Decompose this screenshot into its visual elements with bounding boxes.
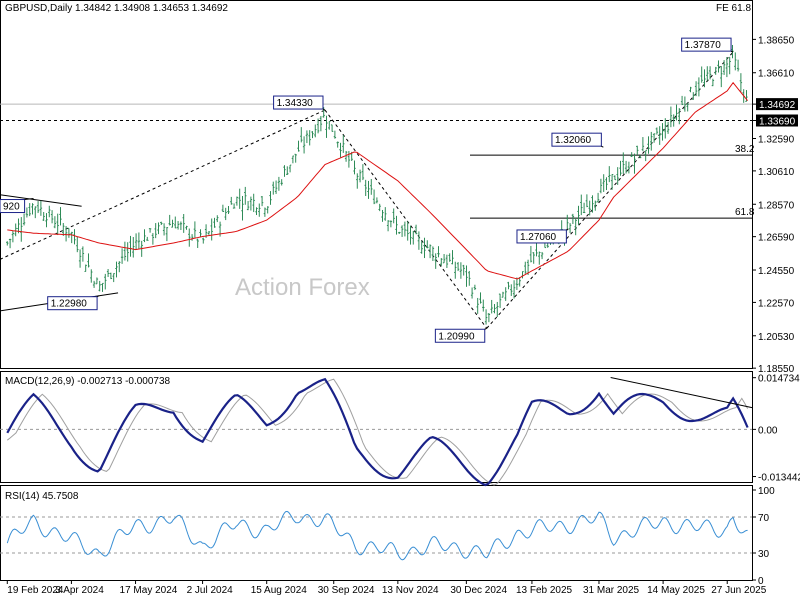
price-annotation-label: 920	[3, 202, 20, 213]
price-panel-title: GBPUSD,Daily 1.34842 1.34908 1.34653 1.3…	[5, 3, 228, 14]
time-tick-label: 14 May 2025	[647, 585, 705, 596]
rsi-plot: 100 70 30 0	[0, 486, 775, 587]
current-price-badge	[756, 98, 798, 111]
price-annotation-leader	[24, 198, 34, 201]
macd-panel-title: MACD(12,26,9) -0.002713 -0.000738	[5, 376, 171, 387]
rsi-panel-frame	[0, 485, 753, 581]
fib-level-label: 61.8	[735, 207, 755, 218]
time-tick-label: 15 Aug 2024	[251, 585, 308, 596]
price-annotation-leader	[322, 108, 326, 111]
price-annotation-leader	[566, 228, 569, 231]
rsi-tick-label: 100	[758, 486, 775, 497]
macd-tick-label: 0.00	[758, 425, 778, 436]
price-tick-label: 1.20530	[758, 332, 795, 343]
price-annotation-box	[0, 199, 26, 214]
macd-plot: 0.014734 0.00 -0.013442	[0, 374, 800, 487]
time-tick-label: 3 Apr 2024	[55, 585, 104, 596]
time-tick-label: 30 Sep 2024	[318, 585, 375, 596]
rsi-tick-label: 0	[758, 576, 764, 587]
time-tick-label: 31 Mar 2025	[583, 585, 640, 596]
fe-dashed-line-3	[486, 51, 734, 329]
price-annotation-label: 1.20990	[438, 331, 475, 342]
time-tick-label: 17 May 2024	[120, 585, 178, 596]
price-annotation-box	[434, 328, 486, 343]
macd-panel-frame	[0, 371, 753, 483]
time-tick-label: 13 Nov 2024	[382, 585, 439, 596]
price-level-lines: 38.2 61.8	[0, 103, 755, 219]
rsi-panel-title: RSI(14) 45.7508	[5, 491, 79, 502]
price-annotation-box	[516, 229, 567, 244]
price-tick-label: 1.30610	[758, 167, 795, 178]
sma-line-group	[7, 81, 748, 280]
price-tick-label: 1.38650	[758, 35, 795, 46]
time-tick-label: 13 Feb 2025	[516, 585, 573, 596]
current-price-label: 1.34692	[759, 100, 796, 111]
price-annotation-box	[681, 37, 732, 52]
price-annotation-leader	[96, 295, 100, 298]
price-panel-frame	[0, 0, 753, 369]
rsi-tick-label: 30	[758, 549, 770, 560]
time-tick-label: 30 Dec 2024	[450, 585, 507, 596]
fib-level-label: 38.2	[735, 144, 755, 155]
price-annotation-box	[47, 296, 98, 311]
price-annotation-label: 1.22980	[51, 299, 88, 310]
price-tick-label: 1.26590	[758, 233, 795, 244]
price-tick-label: 1.24550	[758, 266, 795, 277]
price-tick-label: 1.32590	[758, 135, 795, 146]
support-level-badge	[756, 114, 798, 127]
price-annotation-label: 1.32060	[555, 135, 592, 146]
channel-upper-line	[0, 194, 82, 207]
time-tick-label: 19 Feb 2024	[7, 585, 64, 596]
fe-label: FE 61.8	[716, 3, 751, 14]
price-annotation-label: 1.37870	[685, 40, 722, 51]
price-tick-label: 1.18550	[758, 364, 795, 375]
price-candles	[6, 44, 748, 325]
price-annotation-label: 1.27060	[520, 232, 557, 243]
macd-trendline	[610, 376, 753, 409]
price-tick-label: 1.22570	[758, 298, 795, 309]
watermark-text: Action Forex	[235, 274, 370, 301]
price-annotation-leader	[484, 327, 487, 330]
support-level-label: 1.33690	[759, 117, 796, 128]
price-annotation-leader	[730, 50, 734, 53]
macd-signal-line	[6, 378, 749, 486]
sma-line	[7, 81, 748, 280]
macd-tick-label: 0.014734	[758, 374, 800, 385]
time-tick-label: 2 Jul 2024	[187, 585, 234, 596]
rsi-line	[6, 510, 748, 561]
price-tick-label: 1.28570	[758, 200, 795, 211]
price-axis: 1.38650 1.36610 1.34692 1.33690 1.32590 1.306…	[752, 35, 798, 375]
price-annotation-label: 1.34330	[277, 98, 314, 109]
rsi-tick-label: 70	[758, 513, 770, 524]
macd-tick-label: -0.013442	[758, 473, 800, 484]
price-tick-label: 1.36610	[758, 69, 795, 80]
macd-line	[6, 377, 749, 487]
price-annotation-box	[551, 132, 602, 147]
price-annotations: 1.37870 1.34330 1.32060 1.27060 1.22980 1.209…	[0, 37, 734, 343]
time-tick-label: 27 Jun 2025	[711, 585, 766, 596]
price-annotation-leader	[601, 145, 604, 148]
price-annotation-box	[273, 95, 324, 110]
